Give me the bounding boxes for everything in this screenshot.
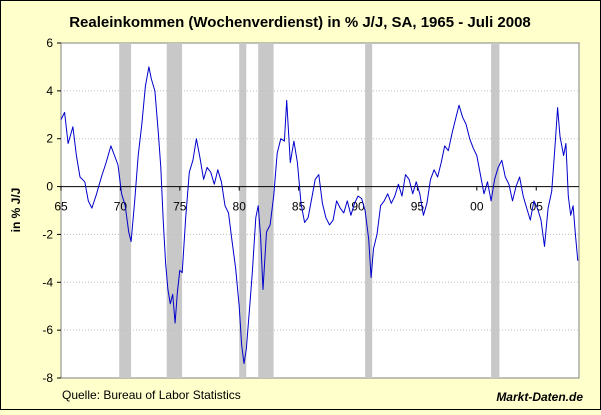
y-tick-label: 4	[46, 84, 53, 98]
series-line	[60, 66, 579, 365]
recession-band	[166, 43, 183, 378]
y-tick-label: 2	[46, 132, 53, 146]
plot-area	[60, 42, 580, 379]
recession-band	[365, 43, 373, 378]
recession-band	[119, 43, 132, 378]
x-tick-label: 80	[233, 200, 247, 214]
y-tick-label: -6	[42, 323, 53, 337]
x-tick-label: 85	[292, 200, 306, 214]
y-tick-layer: 6 4 2 0 -2 -4 -6 -8	[42, 36, 61, 385]
y-tick-label: -2	[42, 227, 53, 241]
y-tick-label: -8	[42, 371, 53, 385]
y-tick-label: -4	[42, 275, 53, 289]
recession-band	[258, 43, 274, 378]
y-axis-label: in % J/J	[9, 188, 23, 233]
brand-text: Markt-Daten.de	[496, 390, 583, 404]
grid-layer	[61, 90, 579, 331]
y-tick-label: 0	[46, 180, 53, 194]
source-text: Quelle: Bureau of Labor Statistics	[62, 388, 241, 402]
chart-title: Realeinkommen (Wochenverdienst) in % J/J…	[69, 14, 531, 31]
x-tick-label: 00	[470, 200, 484, 214]
recession-band	[239, 43, 247, 378]
y-tick-label: 6	[46, 36, 53, 50]
x-tick-label: 65	[54, 200, 68, 214]
recession-band	[491, 43, 500, 378]
x-tick-label: 75	[173, 200, 187, 214]
recession-layer	[119, 43, 500, 378]
